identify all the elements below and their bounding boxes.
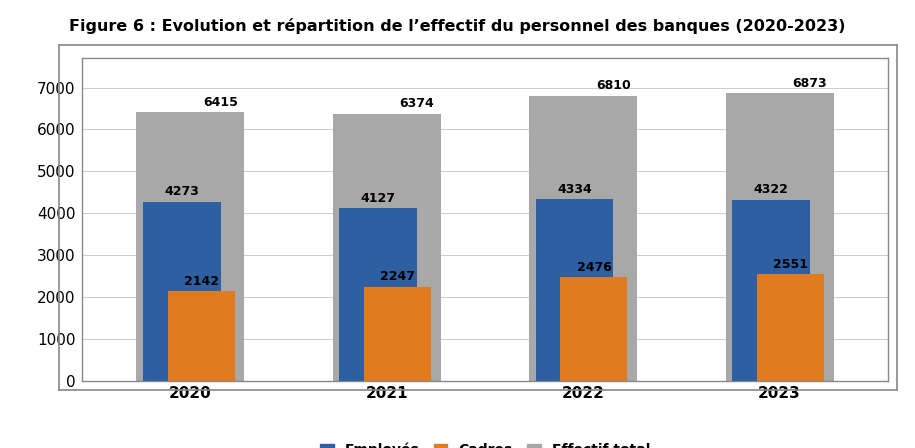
Text: 2247: 2247 (380, 270, 415, 283)
Text: 4334: 4334 (557, 183, 592, 196)
Text: 6873: 6873 (792, 77, 827, 90)
Bar (333, 114, 441, 381)
Bar (136, 112, 244, 381)
Text: 6415: 6415 (203, 96, 238, 109)
Bar (757, 274, 824, 381)
Text: 2142: 2142 (184, 275, 219, 288)
Text: 6810: 6810 (596, 79, 630, 92)
Text: 4322: 4322 (753, 183, 789, 196)
Text: 6374: 6374 (400, 97, 435, 111)
Text: 2476: 2476 (576, 261, 611, 274)
Bar (732, 200, 810, 381)
Bar (143, 202, 221, 381)
Bar (364, 287, 431, 381)
Text: 4273: 4273 (165, 185, 199, 198)
Text: 4127: 4127 (361, 192, 395, 205)
Bar (726, 93, 834, 381)
Bar (339, 208, 417, 381)
Text: 2551: 2551 (773, 258, 808, 271)
Legend: Employés, Cadres, Effectif total: Employés, Cadres, Effectif total (313, 436, 657, 448)
Bar (529, 95, 637, 381)
Bar (535, 199, 613, 381)
Bar (561, 277, 628, 381)
Text: Figure 6 : Evolution et répartition de l’effectif du personnel des banques (2020: Figure 6 : Evolution et répartition de l… (70, 18, 845, 34)
Bar (167, 291, 234, 381)
